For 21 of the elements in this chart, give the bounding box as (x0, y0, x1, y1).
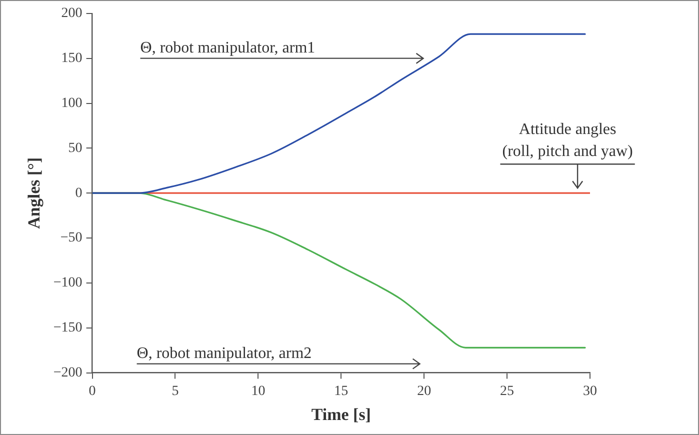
y-tick-label: 0 (75, 186, 82, 201)
annotation: Θ, robot manipulator, arm2 (136, 344, 312, 362)
y-tick-label: 150 (61, 50, 82, 66)
x-tick-label: 0 (88, 384, 96, 399)
y-axis-title: Angles [°] (24, 157, 44, 229)
y-tick-label: −200 (53, 365, 82, 380)
y-tick-label: −150 (53, 320, 82, 336)
x-axis-title: Time [s] (311, 405, 371, 424)
x-tick-label: 5 (172, 384, 179, 399)
annotation: Attitude angles (roll, pitch and yaw) (502, 121, 633, 160)
x-tick-label: 25 (500, 384, 514, 399)
x-tick-label: 30 (583, 384, 597, 399)
y-tick-label: 100 (61, 96, 82, 111)
y-tick-label: −50 (60, 230, 82, 246)
x-tick-label: 15 (334, 384, 348, 399)
y-tick-label: 200 (61, 6, 82, 22)
annotation: Θ, robot manipulator, arm1 (140, 39, 316, 56)
y-tick-label: −100 (53, 276, 82, 291)
y-tick-label: 50 (68, 140, 82, 156)
x-tick-label: 20 (417, 384, 432, 399)
x-tick-label: 10 (251, 384, 266, 399)
